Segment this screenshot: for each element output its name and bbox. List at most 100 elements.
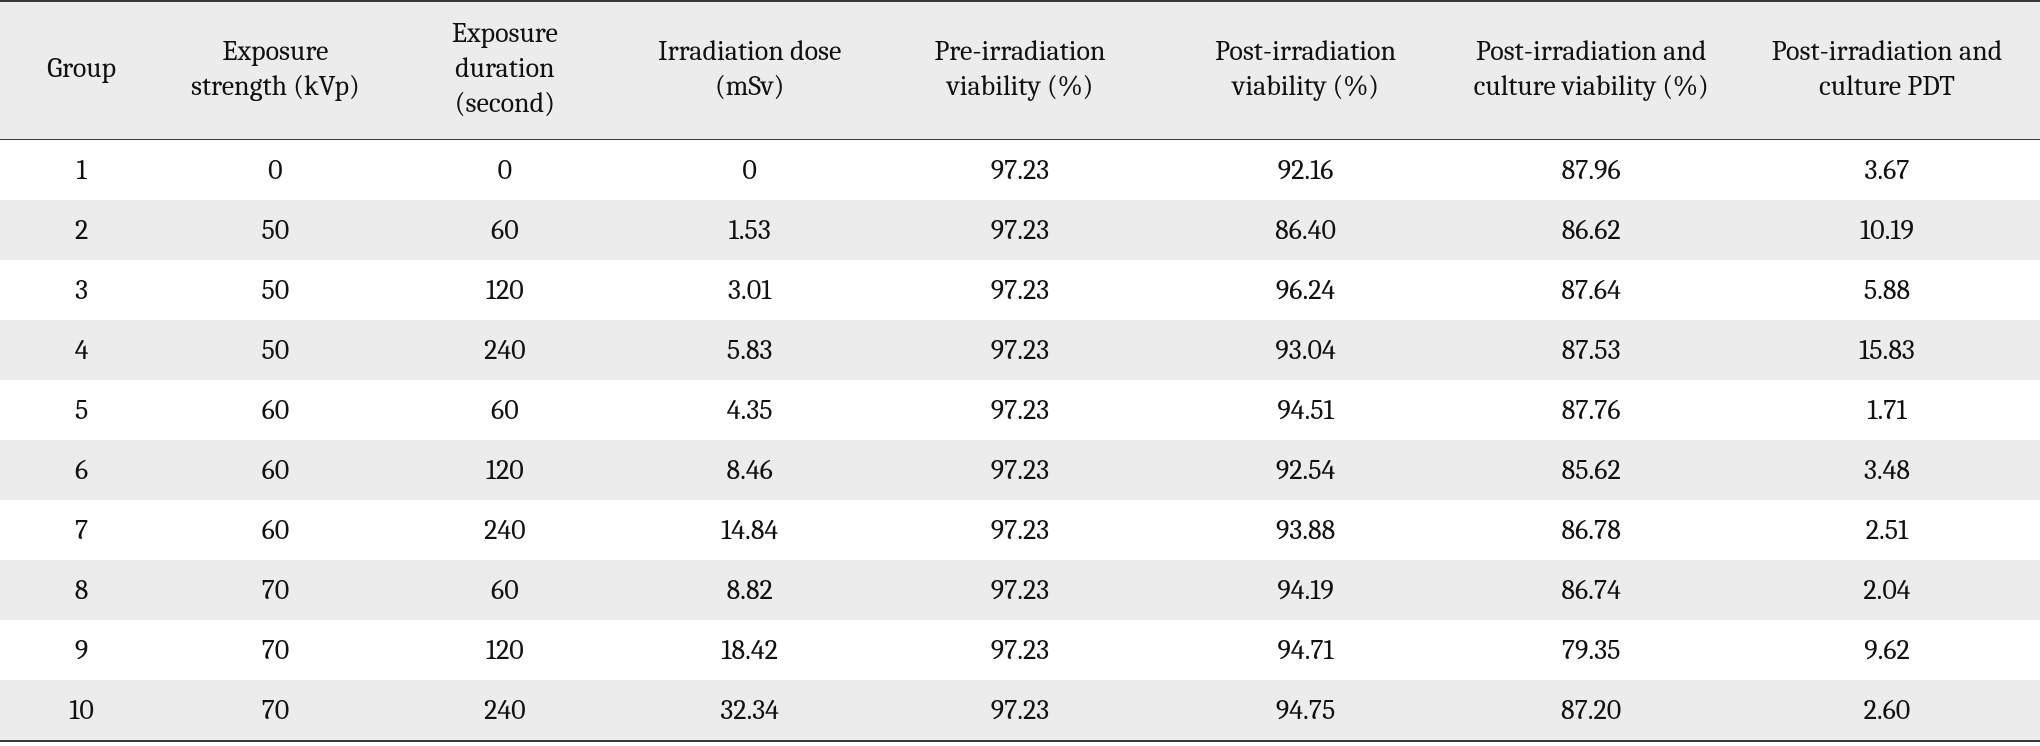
cell-value: 87.53 (1562, 336, 1621, 364)
table-cell: 8.46 (622, 440, 877, 500)
table-cell: 8.82 (622, 560, 877, 620)
table-cell: 92.54 (1163, 440, 1449, 500)
cell-value: 1.71 (1867, 396, 1906, 424)
table-cell: 94.51 (1163, 380, 1449, 440)
cell-value: 0 (498, 156, 512, 184)
cell-value: 4.35 (727, 396, 773, 424)
table-row: 870608.8297.2394.1986.742.04 (0, 560, 2040, 620)
cell-value: 92.54 (1276, 456, 1335, 484)
table-cell: 9 (0, 620, 163, 680)
cell-value: 94.75 (1276, 696, 1335, 724)
table-cell: 2.60 (1734, 680, 2040, 741)
cell-value: 97.23 (991, 336, 1049, 364)
table-cell: 120 (388, 260, 623, 320)
cell-value: 97.23 (991, 156, 1049, 184)
cell-value: 97.23 (991, 396, 1049, 424)
col-header-exposure-strength: Exposure strength (kVp) (163, 1, 387, 140)
table-cell: 96.24 (1163, 260, 1449, 320)
col-header-label: Pre-irradiation viability (%) (894, 34, 1146, 104)
table-cell: 5.83 (622, 320, 877, 380)
col-header-pre-viability: Pre-irradiation viability (%) (877, 1, 1163, 140)
table-cell: 240 (388, 320, 623, 380)
table-cell: 86.78 (1448, 500, 1734, 560)
table-cell: 60 (388, 560, 623, 620)
cell-value: 4 (75, 336, 89, 364)
table-row: 97012018.4297.2394.7179.359.62 (0, 620, 2040, 680)
col-header-post-culture-pdt: Post-irradiation and culture PDT (1734, 1, 2040, 140)
cell-value: 2 (75, 216, 88, 244)
cell-value: 50 (261, 216, 289, 244)
table-cell: 70 (163, 680, 387, 741)
table-cell: 60 (163, 500, 387, 560)
cell-value: 14.84 (721, 516, 778, 544)
table-cell: 1.53 (622, 200, 877, 260)
cell-value: 120 (486, 276, 524, 304)
col-header-label: Exposure duration (second) (403, 16, 607, 121)
table-cell: 2.04 (1734, 560, 2040, 620)
table-cell: 97.23 (877, 440, 1163, 500)
table-cell: 86.40 (1163, 200, 1449, 260)
table-cell: 4 (0, 320, 163, 380)
table-cell: 50 (163, 200, 387, 260)
col-header-post-culture-viability: Post-irradiation and culture viability (… (1448, 1, 1734, 140)
table-cell: 240 (388, 500, 623, 560)
cell-value: 5.83 (727, 336, 773, 364)
cell-value: 3.48 (1864, 456, 1910, 484)
cell-value: 60 (262, 516, 290, 544)
cell-value: 10 (69, 696, 94, 724)
table-cell: 50 (163, 260, 387, 320)
cell-value: 93.88 (1276, 516, 1335, 544)
cell-value: 1.53 (729, 216, 771, 244)
table-cell: 5.88 (1734, 260, 2040, 320)
cell-value: 120 (486, 636, 524, 664)
table-cell: 85.62 (1448, 440, 1734, 500)
table-cell: 93.04 (1163, 320, 1449, 380)
cell-value: 96.24 (1276, 276, 1335, 304)
table-cell: 97.23 (877, 500, 1163, 560)
cell-value: 60 (262, 396, 290, 424)
cell-value: 6 (75, 456, 88, 484)
cell-value: 97.23 (991, 636, 1049, 664)
table-row: 100097.2392.1687.963.67 (0, 140, 2040, 201)
cell-value: 15.83 (1859, 336, 1915, 364)
cell-value: 79.35 (1562, 636, 1621, 664)
table-cell: 14.84 (622, 500, 877, 560)
cell-value: 8.46 (727, 456, 773, 484)
cell-value: 0 (268, 156, 282, 184)
cell-value: 97.23 (991, 216, 1049, 244)
table-cell: 97.23 (877, 680, 1163, 741)
cell-value: 86.74 (1561, 576, 1620, 604)
table-cell: 87.20 (1448, 680, 1734, 741)
cell-value: 240 (484, 516, 525, 544)
table-cell: 15.83 (1734, 320, 2040, 380)
table-cell: 60 (388, 380, 623, 440)
col-header-label: Irradiation dose (mSv) (638, 34, 861, 104)
cell-value: 8.82 (727, 576, 773, 604)
table-cell: 60 (388, 200, 623, 260)
table-cell: 3.67 (1734, 140, 2040, 201)
col-header-label: Post-irradiation viability (%) (1179, 34, 1431, 104)
cell-value: 97.23 (991, 456, 1049, 484)
table-cell: 97.23 (877, 380, 1163, 440)
table-header-row: Group Exposure strength (kVp) Exposure d… (0, 1, 2040, 140)
cell-value: 93.04 (1275, 336, 1335, 364)
cell-value: 9.62 (1864, 636, 1910, 664)
table-row: 4502405.8397.2393.0487.5315.83 (0, 320, 2040, 380)
table-row: 6601208.4697.2392.5485.623.48 (0, 440, 2040, 500)
cell-value: 3.01 (728, 276, 771, 304)
table-cell: 87.53 (1448, 320, 1734, 380)
cell-value: 97.23 (991, 576, 1049, 604)
cell-value: 94.51 (1277, 396, 1333, 424)
col-header-label: Exposure strength (kVp) (178, 34, 372, 104)
cell-value: 97.23 (991, 276, 1049, 304)
table-row: 250601.5397.2386.4086.6210.19 (0, 200, 2040, 260)
table-cell: 79.35 (1448, 620, 1734, 680)
cell-value: 94.19 (1277, 576, 1333, 604)
table-row: 560604.3597.2394.5187.761.71 (0, 380, 2040, 440)
cell-value: 86.78 (1562, 516, 1621, 544)
table-cell: 87.96 (1448, 140, 1734, 201)
table-cell: 70 (163, 620, 387, 680)
col-header-post-viability: Post-irradiation viability (%) (1163, 1, 1449, 140)
table-cell: 87.64 (1448, 260, 1734, 320)
table-cell: 6 (0, 440, 163, 500)
